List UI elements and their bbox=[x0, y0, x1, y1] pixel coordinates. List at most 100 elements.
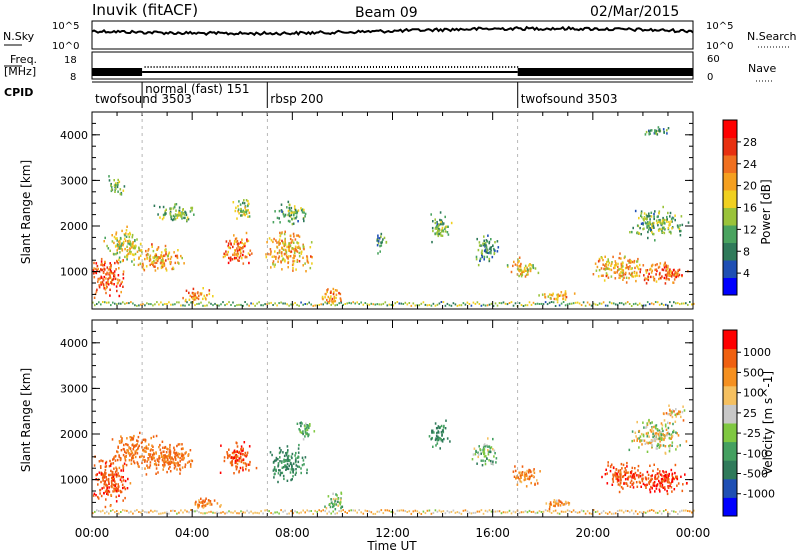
scatter-cell bbox=[158, 460, 160, 463]
scatter-cell bbox=[242, 453, 244, 456]
scatter-cell bbox=[650, 229, 652, 232]
near-range-cell bbox=[452, 509, 455, 512]
scatter-cell bbox=[525, 472, 527, 476]
near-range-cell bbox=[338, 302, 340, 305]
scatter-cell bbox=[665, 269, 667, 272]
scatter-cell bbox=[619, 484, 621, 487]
scatter-cell bbox=[645, 432, 648, 435]
scatter-cell bbox=[655, 447, 658, 450]
scatter-cell bbox=[116, 261, 119, 264]
near-range-cell bbox=[662, 304, 665, 307]
near-range-cell bbox=[256, 511, 258, 514]
scatter-cell bbox=[104, 480, 107, 483]
scatter-cell bbox=[661, 424, 664, 427]
near-range-cell bbox=[640, 511, 643, 514]
scatter-cell bbox=[156, 259, 159, 263]
scatter-cell bbox=[485, 246, 488, 249]
scatter-cell bbox=[661, 220, 664, 223]
scatter-cell bbox=[293, 251, 296, 254]
scatter-cell bbox=[645, 484, 647, 487]
scatter-cell bbox=[290, 463, 293, 467]
scatter-cell bbox=[663, 479, 665, 482]
scatter-cell bbox=[111, 483, 113, 486]
scatter-cell bbox=[169, 470, 172, 473]
scatter-cell bbox=[108, 482, 110, 485]
scatter-cell bbox=[658, 229, 660, 232]
scatter-cell bbox=[237, 210, 239, 213]
near-range-cell bbox=[312, 513, 314, 515]
scatter-cell bbox=[670, 217, 673, 221]
scatter-cell bbox=[122, 469, 125, 472]
near-range-cell bbox=[444, 304, 447, 307]
scatter-cell bbox=[106, 486, 108, 490]
scatter-cell bbox=[168, 462, 170, 465]
scatter-cell bbox=[659, 485, 662, 488]
velocity-colorbar-swatch bbox=[723, 478, 737, 498]
scatter-cell bbox=[671, 436, 673, 439]
scatter-cell bbox=[521, 271, 523, 275]
scatter-cell bbox=[605, 274, 608, 278]
power-ytick-label: 3000 bbox=[60, 174, 88, 187]
scatter-cell bbox=[161, 455, 163, 458]
velocity-colorbar-tick-label: 1000 bbox=[743, 346, 771, 359]
scatter-cell bbox=[200, 293, 202, 296]
scatter-cell bbox=[534, 267, 537, 270]
scatter-cell bbox=[107, 493, 109, 496]
scatter-cell bbox=[610, 463, 613, 466]
near-range-cell bbox=[548, 510, 551, 513]
scatter-cell bbox=[112, 272, 115, 275]
scatter-cell bbox=[157, 267, 159, 270]
near-range-cell bbox=[96, 303, 98, 305]
scatter-cell bbox=[432, 445, 434, 448]
scatter-cell bbox=[671, 415, 674, 419]
scatter-cell bbox=[297, 245, 300, 248]
scatter-cell bbox=[296, 456, 299, 459]
scatter-cell bbox=[233, 242, 236, 246]
scatter-cell bbox=[176, 454, 179, 457]
scatter-cell bbox=[629, 485, 632, 488]
scatter-cell bbox=[300, 250, 303, 253]
near-range-cell bbox=[192, 510, 194, 513]
near-range-cell bbox=[298, 304, 300, 307]
near-range-cell bbox=[372, 303, 375, 306]
scatter-cell bbox=[297, 460, 300, 464]
scatter-cell bbox=[105, 273, 107, 276]
near-range-cell bbox=[132, 512, 134, 515]
scatter-cell bbox=[299, 429, 301, 432]
scatter-cell bbox=[496, 240, 499, 243]
scatter-cell bbox=[495, 461, 497, 464]
scatter-cell bbox=[208, 289, 211, 292]
scatter-cell bbox=[670, 232, 672, 235]
scatter-cell bbox=[113, 467, 115, 470]
near-range-cell bbox=[188, 303, 190, 306]
nave-dot bbox=[327, 66, 329, 68]
power-colorbar-label: Power [dB] bbox=[759, 179, 773, 244]
near-range-cell bbox=[264, 303, 266, 306]
scatter-cell bbox=[143, 446, 146, 450]
scatter-cell bbox=[123, 448, 125, 451]
nave-dot bbox=[318, 66, 320, 68]
scatter-cell bbox=[666, 220, 668, 223]
scatter-cell bbox=[647, 236, 649, 240]
near-range-cell bbox=[562, 301, 565, 303]
scatter-cell bbox=[521, 273, 524, 276]
scatter-cell bbox=[442, 229, 444, 232]
scatter-cell bbox=[177, 249, 179, 252]
scatter-cell bbox=[490, 249, 492, 252]
scatter-cell bbox=[665, 264, 667, 267]
scatter-cell bbox=[227, 250, 229, 254]
scatter-cell bbox=[273, 265, 276, 268]
scatter-cell bbox=[174, 465, 177, 468]
scatter-cell bbox=[678, 268, 681, 271]
scatter-cell bbox=[667, 127, 670, 130]
scatter-cell bbox=[93, 296, 96, 299]
scatter-cell bbox=[104, 505, 107, 509]
scatter-cell bbox=[606, 482, 609, 485]
scatter-cell bbox=[129, 436, 131, 439]
scatter-cell bbox=[514, 469, 517, 473]
near-range-cell bbox=[578, 302, 581, 305]
scatter-cell bbox=[142, 267, 145, 270]
scatter-cell bbox=[108, 481, 110, 484]
scatter-cell bbox=[108, 490, 111, 494]
scatter-cell bbox=[648, 418, 650, 422]
